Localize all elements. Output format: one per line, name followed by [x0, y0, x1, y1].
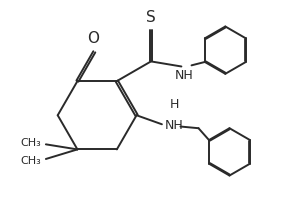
Text: CH₃: CH₃: [20, 138, 41, 148]
Text: NH: NH: [165, 119, 184, 132]
Text: S: S: [146, 10, 156, 25]
Text: H: H: [170, 98, 180, 111]
Text: NH: NH: [174, 69, 193, 82]
Text: O: O: [87, 31, 99, 46]
Text: CH₃: CH₃: [20, 156, 41, 166]
